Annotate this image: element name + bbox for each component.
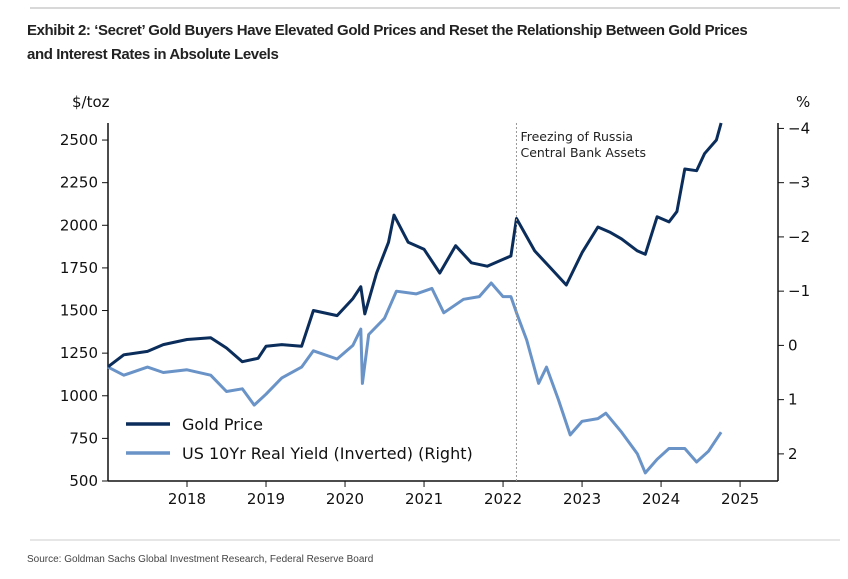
- annotation-text-2: Central Bank Assets: [520, 145, 646, 160]
- right-tick-label: −3: [788, 174, 810, 192]
- x-tick-label: 2018: [168, 490, 206, 508]
- x-tick-label: 2019: [247, 490, 285, 508]
- x-tick-label: 2025: [721, 490, 759, 508]
- right-tick-label: −1: [788, 282, 810, 300]
- x-tick-label: 2022: [484, 490, 522, 508]
- left-axis-label: $/toz: [72, 93, 110, 111]
- x-tick-label: 2024: [642, 490, 680, 508]
- left-tick-label: 500: [69, 472, 98, 490]
- left-tick-label: 2000: [60, 216, 98, 234]
- right-axis-label: %: [796, 93, 810, 111]
- x-tick-label: 2023: [563, 490, 601, 508]
- chart-title-line2: and Interest Rates in Absolute Levels: [27, 46, 278, 63]
- x-tick-label: 2020: [326, 490, 364, 508]
- right-tick-label: 1: [788, 391, 798, 409]
- left-tick-label: 1500: [60, 302, 98, 320]
- real-yield-line: [107, 281, 723, 475]
- right-tick-label: −2: [788, 228, 810, 246]
- legend: Gold Price US 10Yr Real Yield (Inverted)…: [126, 415, 473, 463]
- left-tick-label: 1000: [60, 387, 98, 405]
- right-tick-label: 2: [788, 445, 798, 463]
- right-tick-label: 0: [788, 336, 798, 354]
- left-tick-label: 1750: [60, 259, 98, 277]
- chart-title: Exhibit 2: ‘Secret’ Gold Buyers Have Ele…: [27, 22, 747, 39]
- left-tick-label: 2500: [60, 131, 98, 149]
- source-note: Source: Goldman Sachs Global Investment …: [27, 554, 373, 565]
- x-tick-label: 2021: [405, 490, 443, 508]
- gold-price-line: [107, 122, 723, 368]
- left-tick-label: 750: [69, 429, 98, 447]
- legend-label-gold: Gold Price: [182, 415, 263, 434]
- right-tick-label: −4: [788, 119, 810, 137]
- annotation-text-1: Freezing of Russia: [520, 129, 633, 144]
- left-tick-label: 2250: [60, 174, 98, 192]
- legend-label-yield: US 10Yr Real Yield (Inverted) (Right): [182, 444, 473, 463]
- left-tick-label: 1250: [60, 344, 98, 362]
